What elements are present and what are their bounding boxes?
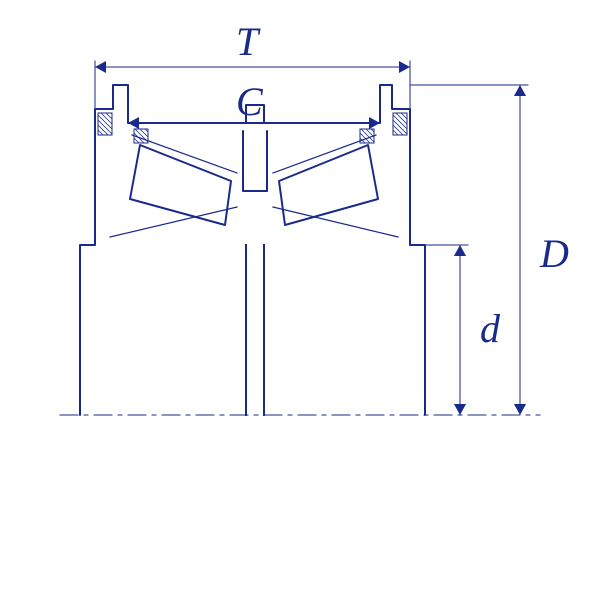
dim-C-label: C — [236, 78, 263, 125]
dim-T-label: T — [236, 18, 258, 65]
dim-D-label: D — [540, 230, 569, 277]
dim-d-label: d — [480, 305, 500, 352]
